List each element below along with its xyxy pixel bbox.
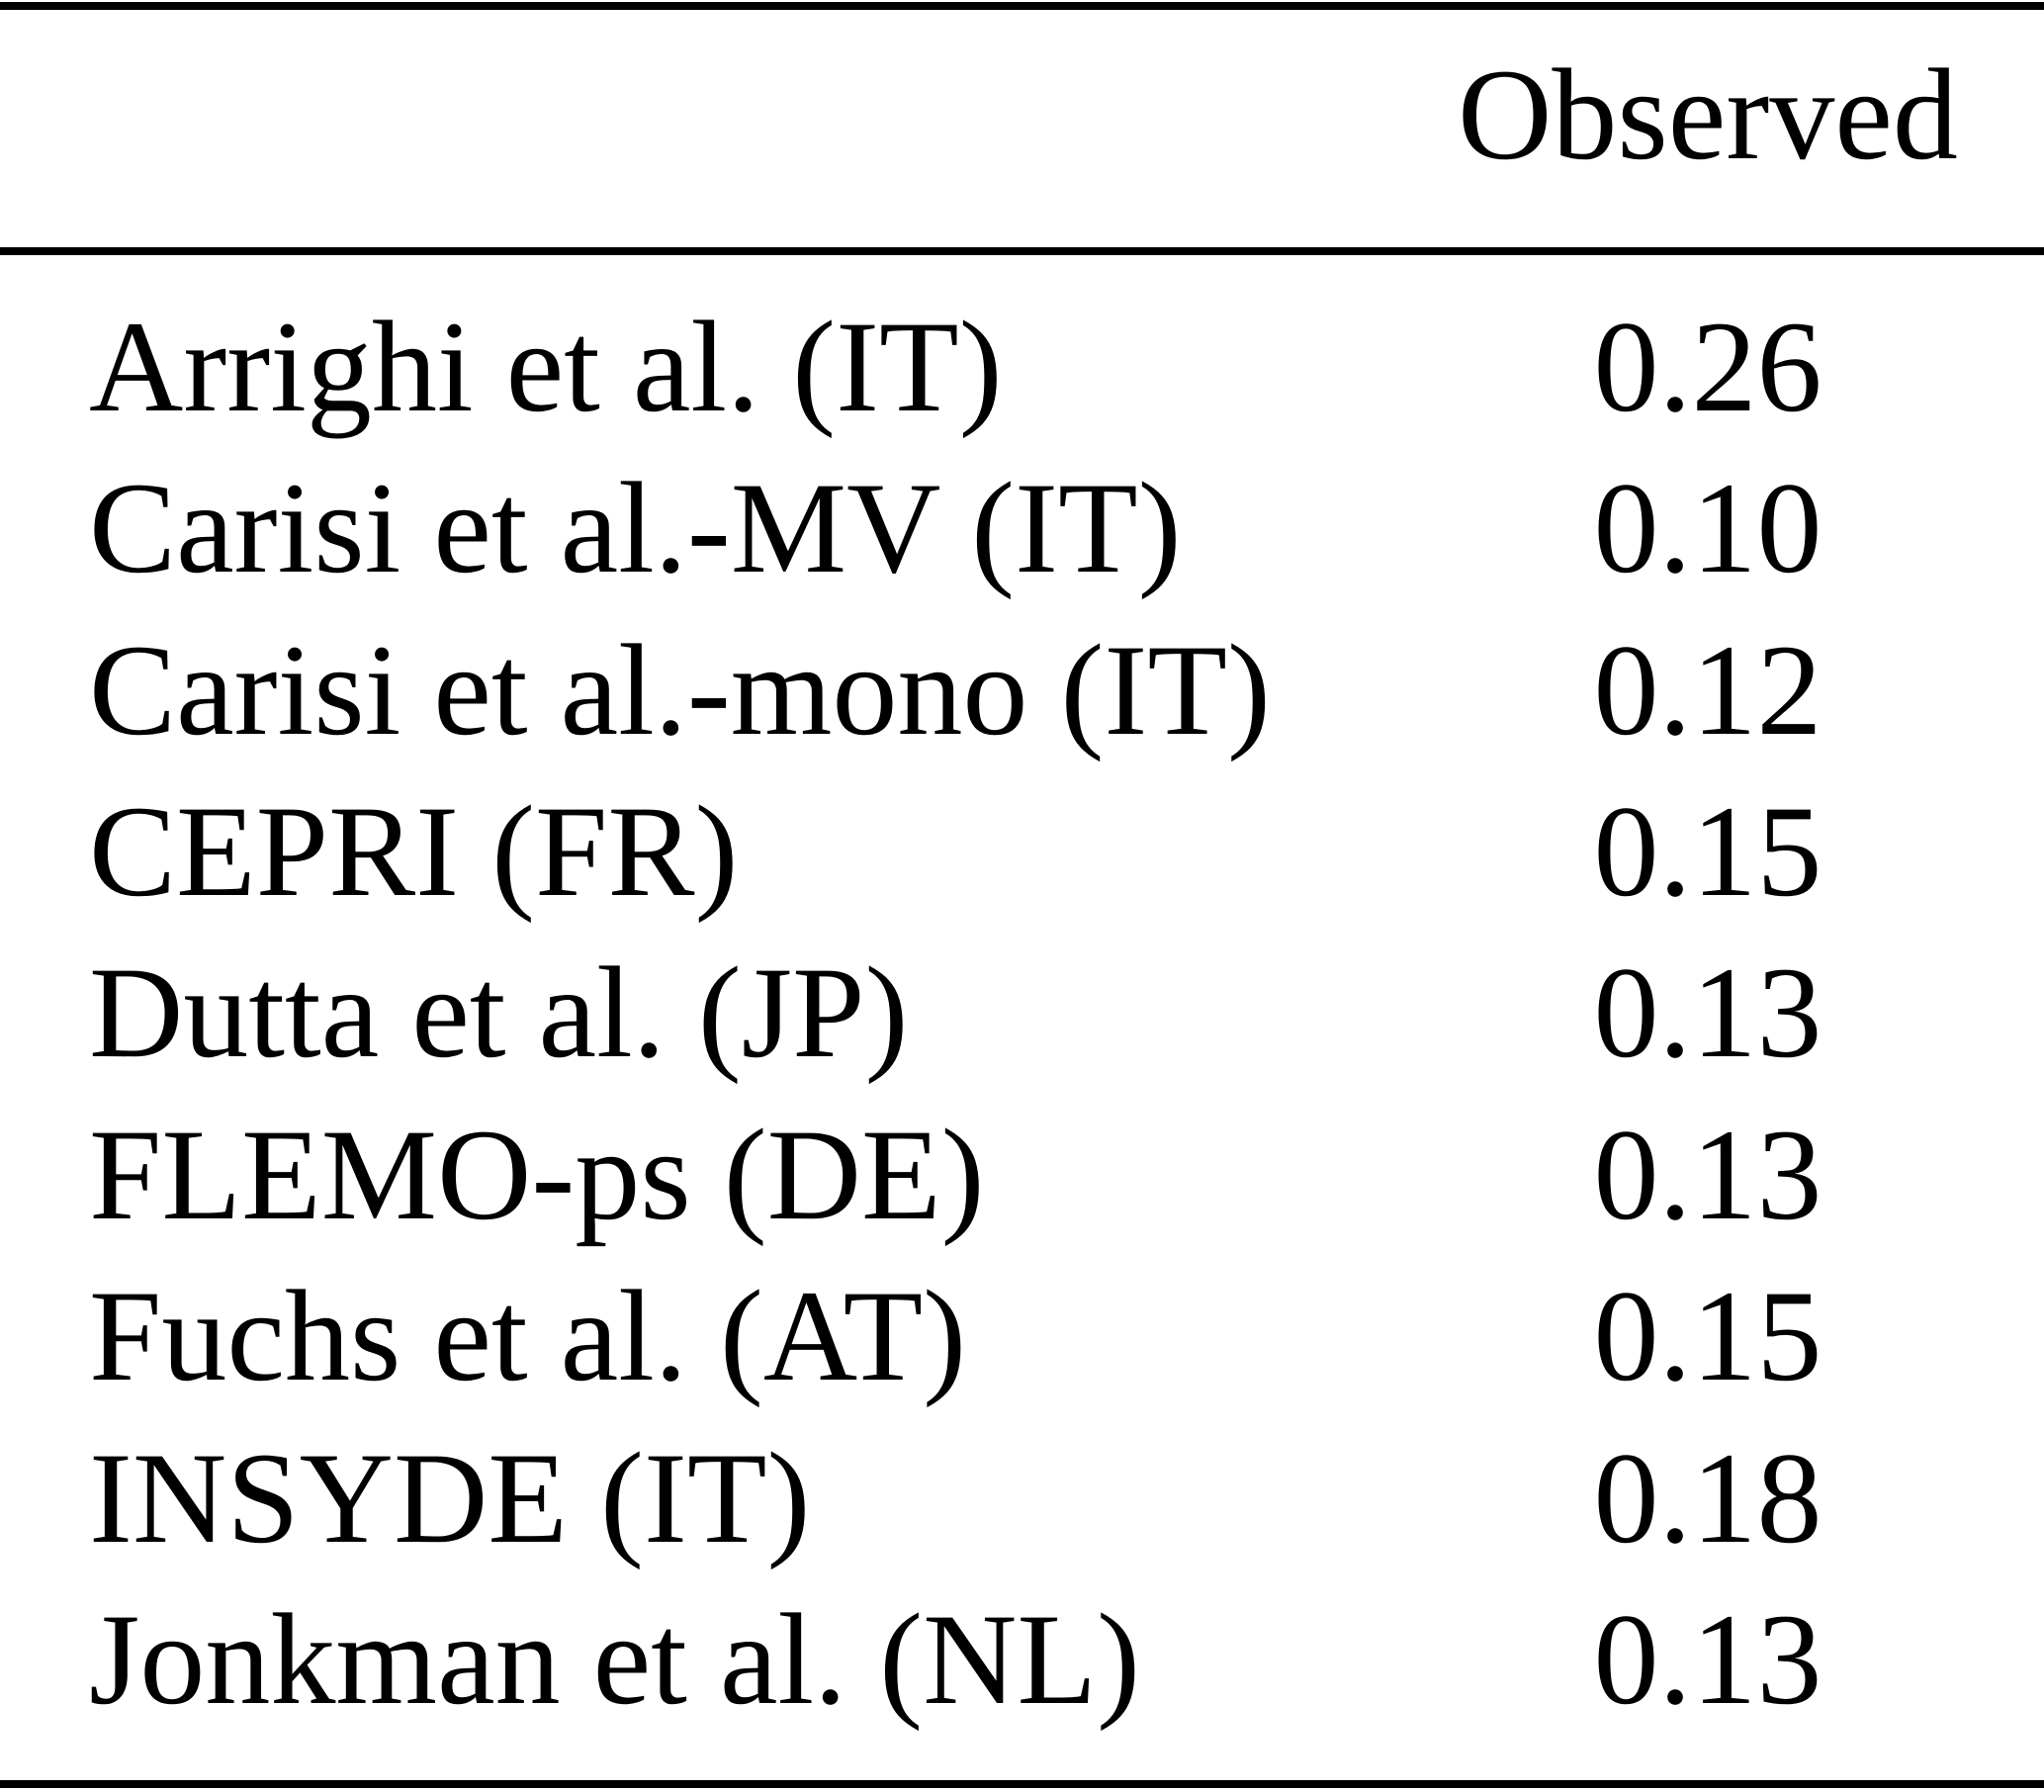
table-row: Fuchs et al. (AT) 0.15 [0,1255,2044,1416]
row-value: 0.10 [1593,455,1822,601]
table-row: Jonkman et al. (NL) 0.13 [0,1578,2044,1740]
row-label: FLEMO-ps (DE) [89,1101,985,1247]
column-header-observed: Observed [1458,41,1958,187]
table-body: Arrighi et al. (IT) 0.26 Carisi et al.-M… [0,286,2044,1741]
row-value: 0.18 [1593,1424,1822,1570]
row-label: Dutta et al. (JP) [89,940,909,1086]
table-bottom-rule [0,1780,2044,1788]
row-label: INSYDE (IT) [89,1424,811,1570]
row-value: 0.13 [1593,940,1822,1086]
row-label: Carisi et al.-mono (IT) [89,616,1271,762]
row-value: 0.13 [1593,1101,1822,1247]
table-row: CEPRI (FR) 0.15 [0,770,2044,932]
row-value: 0.15 [1593,777,1822,924]
table-row: Carisi et al.-mono (IT) 0.12 [0,609,2044,770]
row-label: CEPRI (FR) [89,777,739,924]
table-row: Arrighi et al. (IT) 0.26 [0,286,2044,447]
row-label: Jonkman et al. (NL) [89,1585,1141,1732]
header-empty-cell [0,34,1372,195]
table-mid-rule [0,247,2044,255]
row-label: Fuchs et al. (AT) [89,1263,967,1409]
table-row: Carisi et al.-MV (IT) 0.10 [0,447,2044,608]
row-value: 0.12 [1593,616,1822,762]
table-row: FLEMO-ps (DE) 0.13 [0,1094,2044,1255]
table-row: INSYDE (IT) 0.18 [0,1417,2044,1578]
row-value: 0.15 [1593,1263,1822,1409]
row-label: Carisi et al.-MV (IT) [89,455,1182,601]
table-header-row: Observed [0,34,2044,195]
table-row: Dutta et al. (JP) 0.13 [0,932,2044,1093]
row-value: 0.26 [1593,293,1822,439]
row-label: Arrighi et al. (IT) [89,293,1003,439]
table-top-rule [0,2,2044,10]
row-value: 0.13 [1593,1585,1822,1732]
